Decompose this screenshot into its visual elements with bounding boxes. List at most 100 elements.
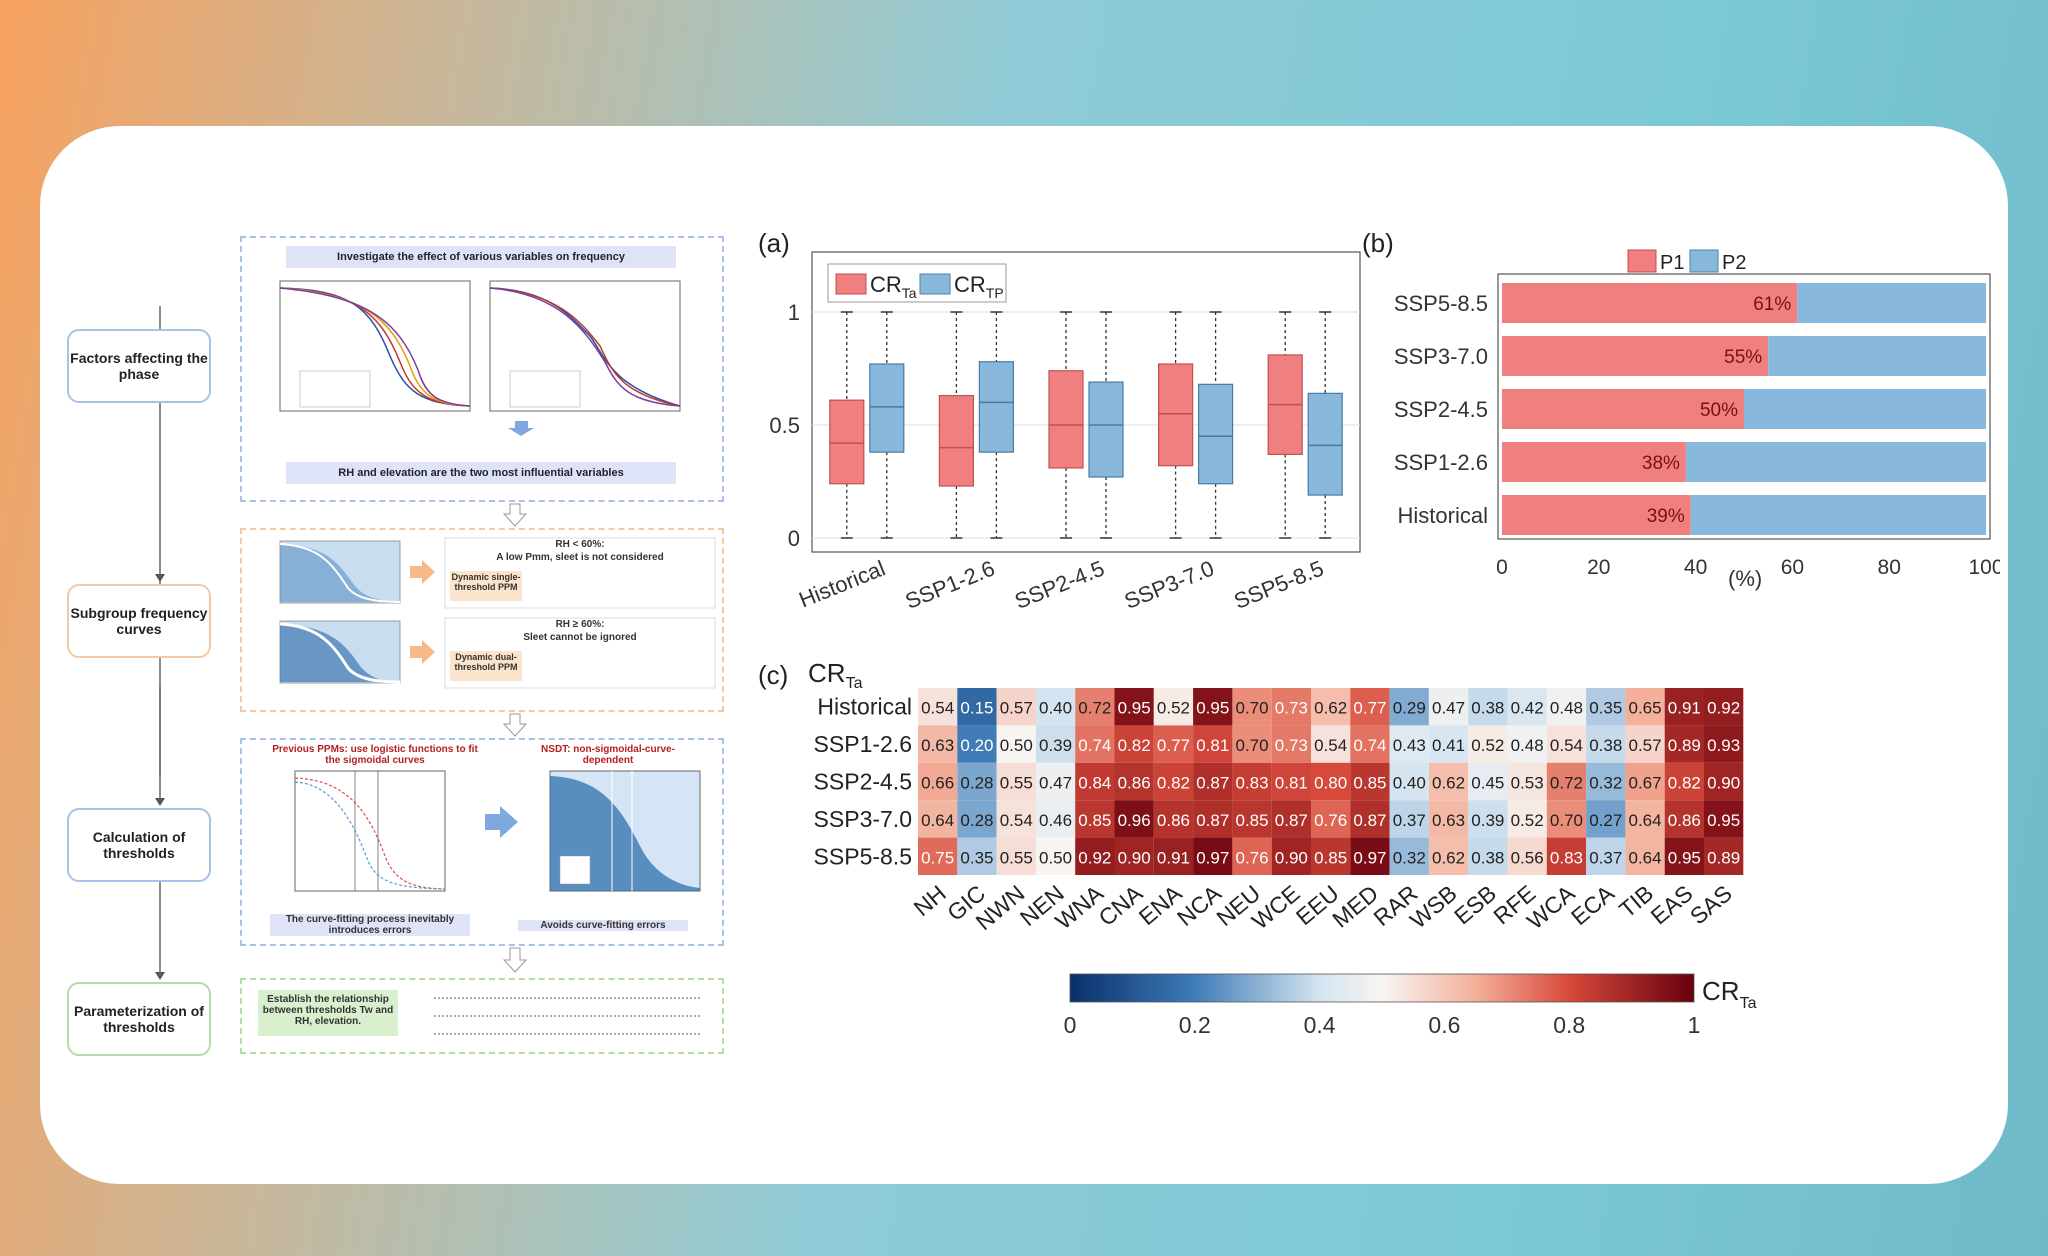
panel-c-label: (c) <box>758 660 789 690</box>
heatmap-cell-value: 0.66 <box>921 774 954 793</box>
heatmap-cell-value: 0.84 <box>1078 774 1111 793</box>
bar-p2 <box>1744 389 1986 429</box>
heatmap-cell-value: 0.28 <box>960 811 993 830</box>
bar-data-label: 55% <box>1724 347 1762 368</box>
heatmap-cell <box>1546 800 1587 838</box>
heatmap-cell-value: 0.95 <box>1196 699 1229 718</box>
heatmap-cell-value: 0.83 <box>1236 774 1269 793</box>
heatmap-cell-value: 0.47 <box>1432 699 1465 718</box>
heatmap-cell <box>1350 762 1390 801</box>
heatmap-cell <box>1389 762 1429 801</box>
heatmap-cell-value: 0.90 <box>1707 774 1740 793</box>
heatmap-cell-value: 0.86 <box>1668 811 1701 830</box>
heatmap-cell-value: 0.80 <box>1314 774 1347 793</box>
heatmap-col-label: SAS <box>1685 880 1737 930</box>
heatmap-cell <box>1311 762 1351 801</box>
heatmap-cell <box>1468 800 1508 838</box>
boxplot-legend: CRTa CRTP <box>827 263 1007 303</box>
heatmap-cell-value: 0.52 <box>1511 811 1544 830</box>
heatmap-cell-value: 0.76 <box>1236 848 1269 867</box>
heatmap-cell <box>1114 837 1154 875</box>
section-thresholds <box>240 738 724 946</box>
boxplot-xtick: SSP3-7.0 <box>1121 555 1218 613</box>
colorbar-tick: 1 <box>1688 1012 1701 1038</box>
heatmap-cell <box>957 800 997 838</box>
heatmap-cell <box>1546 688 1587 726</box>
heatmap-cell <box>1311 725 1351 763</box>
bar-data-label: 50% <box>1700 400 1738 421</box>
heatmap-cell <box>1704 837 1744 875</box>
panel-a-label: (a) <box>758 228 790 258</box>
heatmap-cell-value: 0.39 <box>1471 811 1504 830</box>
heatmap-cell-value: 0.50 <box>1000 736 1033 755</box>
frequency-plots <box>279 280 681 436</box>
heatmap-cell-value: 0.55 <box>1000 774 1033 793</box>
heatmap-cell <box>1114 725 1154 763</box>
heatmap-cell <box>996 837 1036 875</box>
legend-swatch-crta <box>835 273 867 295</box>
heatmap-cell-value: 0.70 <box>1236 699 1269 718</box>
boxplot-xtick: SSP2-4.5 <box>1011 555 1108 613</box>
heatmap-cell-value: 0.27 <box>1589 811 1622 830</box>
heatmap-cell-value: 0.92 <box>1078 848 1111 867</box>
heatmap-cell <box>1271 837 1311 875</box>
heatmap-cell-value: 0.39 <box>1039 736 1072 755</box>
heatmap-cell <box>1704 800 1744 838</box>
bar-data-label: 39% <box>1647 506 1685 527</box>
heatmap-cell <box>1232 800 1272 838</box>
box-crtp <box>869 363 905 453</box>
box-crta <box>829 399 865 485</box>
heatmap-cell-value: 0.70 <box>1550 811 1583 830</box>
heatmap-cell <box>1586 762 1626 801</box>
threshold-equations <box>434 997 700 1035</box>
heatmap-cell-value: 0.57 <box>1000 699 1033 718</box>
step-thresholds-box: Calculation of thresholds <box>67 808 211 882</box>
heatmap-cell <box>918 725 958 763</box>
heatmap-cell-value: 0.63 <box>1432 811 1465 830</box>
dual-ppm-label: Dynamic dual-threshold PPM <box>454 652 518 672</box>
heatmap-cell <box>1271 800 1311 838</box>
heatmap-title: CRTa <box>808 658 863 693</box>
heatmap-cell <box>1350 837 1390 875</box>
step-subgroup-label: Subgroup frequency curves <box>70 605 208 637</box>
boxplot-ytick: 0 <box>788 526 800 551</box>
bar-category-label: SSP3-7.0 <box>1394 344 1488 369</box>
heatmap-cell-value: 0.32 <box>1589 774 1622 793</box>
heatmap-cell <box>1546 837 1587 875</box>
heatmap-cell <box>1035 762 1076 801</box>
heatmap-cell <box>1035 725 1076 763</box>
heatmap-cell-value: 0.95 <box>1668 848 1701 867</box>
heatmap-cell <box>918 762 958 801</box>
section1-top-banner: Investigate the effect of various variab… <box>286 246 676 268</box>
heatmap-cell <box>1035 837 1076 875</box>
step-thresholds-label: Calculation of thresholds <box>92 829 186 861</box>
rh-low-label: RH < 60%: <box>555 539 605 550</box>
heatmap-cell <box>1193 725 1233 763</box>
heatmap-cell-value: 0.54 <box>1314 736 1347 755</box>
heatmap-cell <box>1350 800 1390 838</box>
heatmap-cell <box>996 725 1036 763</box>
heatmap-cell-value: 0.45 <box>1471 774 1504 793</box>
heatmap-cell-value: 0.85 <box>1314 848 1347 867</box>
heatmap-cell <box>1428 725 1469 763</box>
boxplot-ytick: 1 <box>788 300 800 325</box>
heatmap-cell <box>1507 688 1547 726</box>
heatmap-cell <box>1035 688 1076 726</box>
heatmap-cell <box>1664 688 1704 726</box>
heatmap-cell <box>1704 725 1744 763</box>
heatmap-cell <box>1625 762 1665 801</box>
bar-xtick: 100 <box>1968 556 2000 579</box>
heatmap-cell-value: 0.87 <box>1196 774 1229 793</box>
box-crtp <box>1198 383 1234 485</box>
heatmap-cell-value: 0.55 <box>1000 848 1033 867</box>
heatmap-cell-value: 0.62 <box>1432 848 1465 867</box>
heatmap-cell-value: 0.73 <box>1275 736 1308 755</box>
heatmap-cell-value: 0.91 <box>1157 848 1190 867</box>
section-parameterization <box>240 978 724 1054</box>
section1-bottom-banner: RH and elevation are the two most influe… <box>286 462 676 484</box>
heatmap-cell-value: 0.81 <box>1275 774 1308 793</box>
heatmap-cell-value: 0.74 <box>1078 736 1111 755</box>
establish-label: Establish the relationship between thres… <box>258 990 398 1036</box>
bar-data-label: 61% <box>1753 294 1791 315</box>
heatmap-cell <box>1389 725 1429 763</box>
